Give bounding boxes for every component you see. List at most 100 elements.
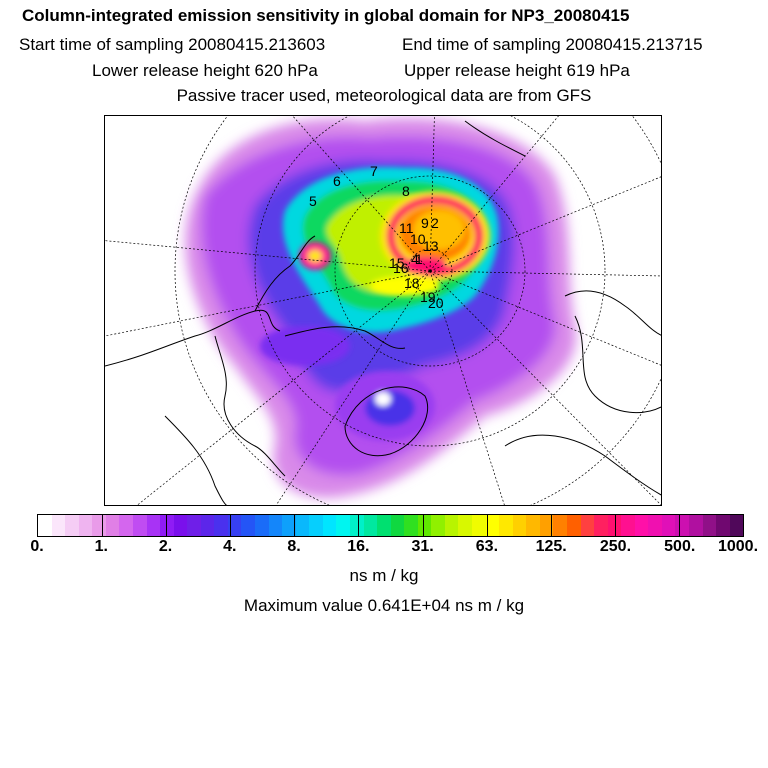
release-lower: Lower release height 620 hPa [92, 61, 318, 80]
colorbar-tick-label: 250. [599, 538, 632, 555]
sampling-end: End time of sampling 20080415.213715 [402, 35, 703, 54]
colorbar-swatch [499, 515, 513, 536]
colorbar-swatch [38, 515, 52, 536]
colorbar-separator [486, 515, 488, 536]
colorbar-swatch [512, 515, 527, 536]
colorbar-swatch [187, 515, 201, 536]
colorbar-swatch [268, 515, 283, 536]
map-label: 10 [410, 231, 426, 247]
map-label: 6 [333, 173, 341, 189]
colorbar-swatch [444, 515, 459, 536]
colorbar-swatch [729, 515, 744, 536]
sampling-start: Start time of sampling 20080415.213603 [19, 35, 326, 54]
coastlines [105, 120, 661, 505]
colorbar-swatch [689, 515, 703, 536]
colorbar-swatch [485, 515, 500, 536]
map-label: 19 [420, 289, 436, 305]
colorbar-swatch [255, 515, 269, 536]
map-canvas: 5 6 7 8 9 2 11 10 13 4 1 15 16 18 19 20 [105, 116, 661, 505]
colorbar-swatch [173, 515, 188, 536]
colorbar-swatch [594, 515, 608, 536]
colorbar-swatch [282, 515, 296, 536]
colorbar-swatch [716, 515, 730, 536]
map-label: 2 [431, 215, 439, 231]
colorbar-swatch [377, 515, 391, 536]
tracer-note: Passive tracer used, meteorological data… [176, 86, 592, 105]
maximum-value: Maximum value 0.641E+04 ns m / kg [243, 596, 525, 615]
colorbar-swatch [309, 515, 323, 536]
map-label: 13 [423, 238, 439, 254]
colorbar-swatch [322, 515, 337, 536]
colorbar-swatch [200, 515, 215, 536]
map-label: 16 [393, 260, 409, 276]
colorbar-swatch [661, 515, 676, 536]
colorbar-swatch [634, 515, 649, 536]
sensitivity-map: 5 6 7 8 9 2 11 10 13 4 1 15 16 18 19 20 [104, 115, 662, 506]
colorbar-separator [294, 515, 296, 536]
colorbar-separator [678, 515, 680, 536]
colorbar-swatch [675, 515, 689, 536]
colorbar-swatch [404, 515, 418, 536]
colorbar-swatch [458, 515, 472, 536]
colorbar-swatch [227, 515, 242, 536]
colorbar-swatch [132, 515, 147, 536]
colorbar-swatch [65, 515, 79, 536]
colorbar-tick-label: 4. [223, 538, 237, 555]
map-label: 11 [399, 220, 414, 236]
colorbar-swatch [553, 515, 567, 536]
colorbar-swatch [51, 515, 66, 536]
colorbar-swatch [539, 515, 554, 536]
colorbar-swatch [105, 515, 120, 536]
colorbar-swatch [621, 515, 635, 536]
colorbar-swatch [417, 515, 432, 536]
colorbar-tick-label: 63. [475, 538, 499, 555]
colorbar-swatch [472, 515, 486, 536]
colorbar-separator [358, 515, 360, 536]
colorbar-tick-label: 125. [535, 538, 567, 555]
colorbar-swatch [78, 515, 93, 536]
colorbar-swatch [295, 515, 310, 536]
map-label: 18 [404, 275, 420, 291]
colorbar-swatch [431, 515, 445, 536]
colorbar-separator [166, 515, 168, 536]
colorbar-swatch [648, 515, 662, 536]
colorbar-swatch [349, 515, 364, 536]
map-label: 1 [415, 251, 423, 267]
colorbar-swatch [607, 515, 622, 536]
colorbar-swatch [119, 515, 133, 536]
colorbar-units: ns m / kg [349, 566, 419, 585]
colorbar-ticks: 0. 1. 2. 4. 8. 16. 31. 63. 125. 250. 500. 1000. [0, 538, 768, 558]
colorbar-swatch [214, 515, 228, 536]
map-label: 15 [389, 255, 405, 271]
graticule [105, 116, 661, 505]
colorbar-swatch [566, 515, 581, 536]
map-labels: 5 6 7 8 9 2 11 10 13 4 1 15 16 18 19 20 [309, 163, 444, 311]
colorbar-tick-label: 8. [287, 538, 301, 555]
map-label: 9 [421, 215, 429, 231]
colorbar-tick-label: 1. [94, 538, 108, 555]
colorbar-swatch [336, 515, 350, 536]
colorbar-tick-label: 0. [30, 538, 44, 555]
colorbar-tick-label: 31. [411, 538, 434, 555]
colorbar-swatch [363, 515, 378, 536]
colorbar-swatch [241, 515, 255, 536]
colorbar-separator [422, 515, 424, 536]
colorbar-swatch [146, 515, 161, 536]
colorbar-tick-label: 500. [664, 538, 696, 555]
colorbar [37, 514, 744, 537]
colorbar-tick-label: 1000. [717, 538, 759, 555]
map-label: 20 [428, 295, 444, 311]
colorbar-separator [550, 515, 552, 536]
colorbar-swatch [702, 515, 717, 536]
colorbar-separator [102, 515, 104, 536]
colorbar-separator [614, 515, 616, 536]
plot-title: Column-integrated emission sensitivity i… [22, 6, 630, 25]
map-label: 5 [309, 193, 317, 209]
colorbar-swatch [580, 515, 595, 536]
colorbar-tick-label: 16. [347, 538, 370, 555]
map-label: 7 [370, 163, 378, 179]
map-label: 8 [402, 183, 410, 199]
map-label: 4 [411, 251, 419, 267]
colorbar-swatch [526, 515, 540, 536]
release-upper: Upper release height 619 hPa [404, 61, 630, 80]
